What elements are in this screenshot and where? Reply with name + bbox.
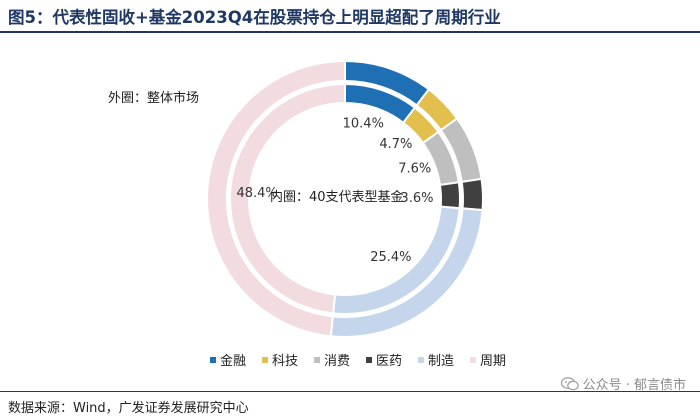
legend-swatch-医药 (366, 357, 372, 363)
outer-ring-segment-周期 (206, 59, 346, 338)
watermark-text: 公众号 · 郁言债市 (582, 378, 686, 393)
data-label-金融: 10.4% (343, 116, 384, 131)
wechat-icon (560, 376, 579, 391)
outer-ring-segment-医药 (460, 177, 484, 212)
chart-area: 10.4% 4.7% 7.6% 3.6% 25.4% 48.4% 外圈：整体市场 内圈：4… (108, 59, 506, 369)
watermark: 公众号 · 郁言债市 (560, 374, 686, 393)
legend-swatch-周期 (470, 357, 476, 363)
legend-label-消费: 消费 (324, 354, 350, 369)
legend-item-金融: 金融 (210, 353, 246, 369)
legend-label-周期: 周期 (480, 354, 506, 369)
data-label-消费: 7.6% (398, 162, 431, 177)
inner-ring-segment-周期 (229, 82, 346, 315)
data-label-医药: 3.6% (400, 191, 433, 206)
chart-title: 图5：代表性固收+基金2023Q4在股票持仓上明显超配了周期行业 (8, 8, 501, 27)
data-labels: 10.4% 4.7% 7.6% 3.6% 25.4% 48.4% (236, 116, 433, 265)
footer-rule (0, 391, 700, 392)
data-label-科技: 4.7% (379, 137, 412, 152)
legend-item-制造: 制造 (418, 354, 454, 369)
inner-ring-segment-医药 (438, 181, 461, 210)
data-label-周期: 48.4% (236, 186, 277, 201)
legend-item-消费: 消费 (314, 354, 350, 369)
legend-item-医药: 医药 (366, 354, 402, 369)
legend-label-金融: 金融 (220, 353, 246, 369)
legend-swatch-消费 (314, 357, 320, 363)
legend-swatch-制造 (418, 357, 424, 363)
legend: 金融 科技 消费 医药 制造 周期 (210, 353, 506, 369)
legend-swatch-金融 (210, 357, 216, 363)
inner-ring-annotation: 内圈：40支代表型基金 (270, 189, 404, 205)
data-label-制造: 25.4% (370, 250, 411, 265)
legend-label-医药: 医药 (376, 354, 402, 369)
legend-label-制造: 制造 (428, 354, 454, 369)
legend-item-科技: 科技 (262, 354, 298, 369)
source-note: 数据来源：Wind，广发证券发展研究中心 (8, 401, 249, 416)
legend-swatch-科技 (262, 357, 268, 363)
legend-label-科技: 科技 (272, 354, 298, 369)
donut-rings (206, 59, 484, 338)
title-rule (0, 31, 700, 33)
legend-item-周期: 周期 (470, 354, 506, 369)
outer-ring-annotation: 外圈：整体市场 (108, 90, 199, 106)
